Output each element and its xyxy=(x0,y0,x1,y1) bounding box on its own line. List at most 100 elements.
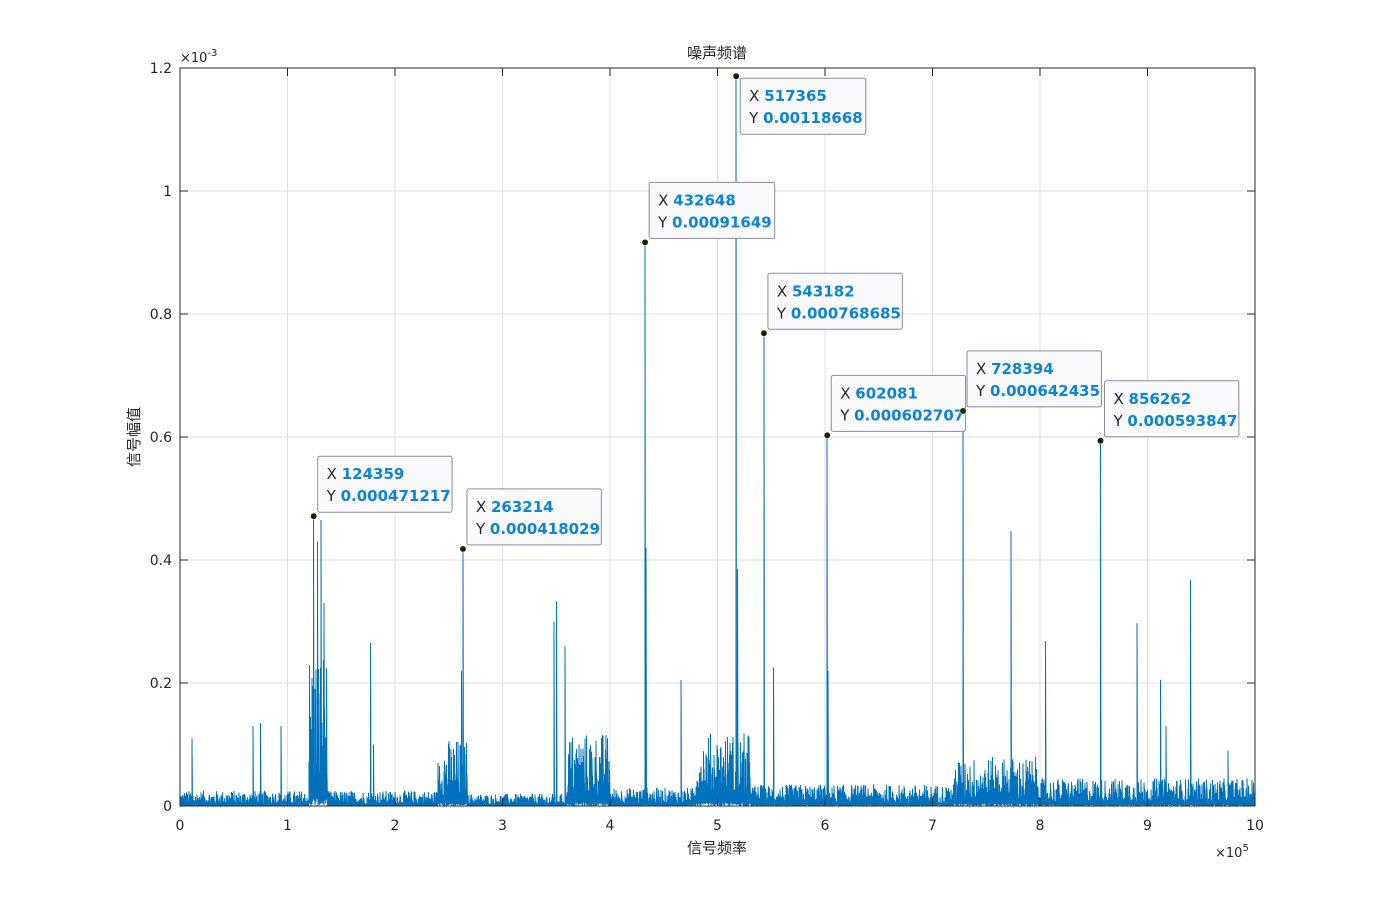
x-tick-label-2: 2 xyxy=(391,818,400,834)
y-axis-exponent: ×10-3 xyxy=(180,48,217,66)
datatip-y-key-7: Y xyxy=(1112,412,1127,430)
y-exponent-base: ×10 xyxy=(180,51,207,66)
datatip-x-row-1: X 263214 xyxy=(476,498,554,516)
y-exponent-power: -3 xyxy=(207,48,217,59)
datatip-y-key-3: Y xyxy=(748,109,763,127)
datatip-box-4 xyxy=(767,272,903,330)
x-axis-exponent: ×105 xyxy=(1215,843,1249,861)
datatip-x-value-6: 728394 xyxy=(991,360,1054,378)
datatip-y-value-7: 0.000593847 xyxy=(1127,412,1237,430)
datatip-box-0 xyxy=(317,455,453,513)
x-tick-label-6: 6 xyxy=(821,818,830,834)
datatip-y-value-1: 0.000418029 xyxy=(490,520,600,538)
datatip-x-value-5: 602081 xyxy=(855,384,918,402)
x-exponent-base: ×10 xyxy=(1215,846,1242,861)
spectrum-trace xyxy=(179,76,1256,807)
datatip-x-value-0: 124359 xyxy=(342,465,405,483)
datatip-y-key-0: Y xyxy=(326,487,341,505)
x-tick-label-0: 0 xyxy=(176,818,185,834)
datatip-y-row-6: Y 0.000642435 xyxy=(975,382,1100,400)
datatip-box-6 xyxy=(966,350,1102,408)
datatip-x-value-4: 543182 xyxy=(792,282,855,300)
datatip-y-row-5: Y 0.000602707 xyxy=(839,406,964,424)
datatip-y-value-0: 0.000471217 xyxy=(341,487,451,505)
datatip-box-5 xyxy=(830,374,967,432)
x-tick-label-4: 4 xyxy=(606,818,615,834)
datatip-marker-7[interactable] xyxy=(1096,437,1104,445)
datatip-x-value-7: 856262 xyxy=(1129,390,1192,408)
x-tick-label-9: 9 xyxy=(1143,818,1152,834)
datatip-y-row-2: Y 0.00091649 xyxy=(657,213,772,231)
y-tick-label-4: 0.8 xyxy=(150,307,172,323)
x-tick-label-7: 7 xyxy=(928,818,937,834)
x-tick-label-10: 10 xyxy=(1246,818,1264,834)
y-tick-label-1: 0.2 xyxy=(150,676,172,692)
datatip-y-key-4: Y xyxy=(776,304,791,322)
datatip-marker-2[interactable] xyxy=(641,238,649,246)
datatip-marker-3[interactable] xyxy=(732,72,740,80)
datatip-x-value-2: 432648 xyxy=(673,191,736,209)
datatip-marker-4[interactable] xyxy=(760,329,768,337)
y-axis-title: 信号幅值 xyxy=(125,407,143,467)
datatip-x-key-0: X xyxy=(327,465,342,483)
datatip-y-row-4: Y 0.000768685 xyxy=(776,304,901,322)
datatip-y-key-5: Y xyxy=(839,406,854,424)
datatip-box-1 xyxy=(466,488,602,546)
datatip-x-row-2: X 432648 xyxy=(658,191,736,209)
datatip-x-row-4: X 543182 xyxy=(777,282,855,300)
datatip-marker-0[interactable] xyxy=(310,512,318,520)
datatip-y-row-0: Y 0.000471217 xyxy=(326,487,451,505)
datatip-y-key-1: Y xyxy=(475,520,490,538)
datatip-x-row-5: X 602081 xyxy=(840,384,918,402)
spectrum-series xyxy=(179,76,1256,807)
datatip-x-key-2: X xyxy=(658,191,673,209)
datatip-y-row-1: Y 0.000418029 xyxy=(475,520,600,538)
datatip-box-3 xyxy=(739,77,867,135)
datatip-y-value-2: 0.00091649 xyxy=(672,213,772,231)
datatip-y-key-6: Y xyxy=(975,382,990,400)
datatip-y-value-6: 0.000642435 xyxy=(990,382,1100,400)
datatip-y-value-3: 0.00118668 xyxy=(763,109,863,127)
chart-title: 噪声频谱 xyxy=(687,44,747,62)
datatip-x-key-3: X xyxy=(749,87,764,105)
datatip-y-row-7: Y 0.000593847 xyxy=(1112,412,1237,430)
datatip-x-row-6: X 728394 xyxy=(976,360,1054,378)
x-tick-label-8: 8 xyxy=(1036,818,1045,834)
datatip-x-value-3: 517365 xyxy=(764,87,827,105)
datatip-y-value-5: 0.000602707 xyxy=(854,406,964,424)
datatip-x-row-7: X 856262 xyxy=(1113,390,1191,408)
x-tick-label-3: 3 xyxy=(498,818,507,834)
datatip-x-row-0: X 124359 xyxy=(327,465,405,483)
datatip-y-value-4: 0.000768685 xyxy=(791,304,901,322)
x-exponent-power: 5 xyxy=(1242,843,1248,854)
datatip-marker-5[interactable] xyxy=(823,431,831,439)
datatip-marker-1[interactable] xyxy=(459,545,467,553)
datatip-y-row-3: Y 0.00118668 xyxy=(748,109,863,127)
x-tick-label-5: 5 xyxy=(713,818,722,834)
datatip-x-key-6: X xyxy=(976,360,991,378)
datatip-y-key-2: Y xyxy=(657,213,672,231)
datatip-marker-6[interactable] xyxy=(959,407,967,415)
datatip-x-key-7: X xyxy=(1113,390,1128,408)
datatip-box-2 xyxy=(648,181,776,239)
y-tick-label-0: 0 xyxy=(163,799,172,815)
y-tick-label-6: 1.2 xyxy=(150,61,172,77)
datatip-4[interactable]: X 543182 Y 0.000768685 xyxy=(760,272,903,337)
datatip-x-key-1: X xyxy=(476,498,491,516)
datatip-x-key-5: X xyxy=(840,384,855,402)
y-tick-label-2: 0.4 xyxy=(150,553,172,569)
datatip-x-row-3: X 517365 xyxy=(749,87,827,105)
x-tick-label-1: 1 xyxy=(283,818,292,834)
y-tick-label-3: 0.6 xyxy=(150,430,172,446)
y-tick-label-5: 1 xyxy=(163,184,172,200)
datatip-x-value-1: 263214 xyxy=(491,498,554,516)
